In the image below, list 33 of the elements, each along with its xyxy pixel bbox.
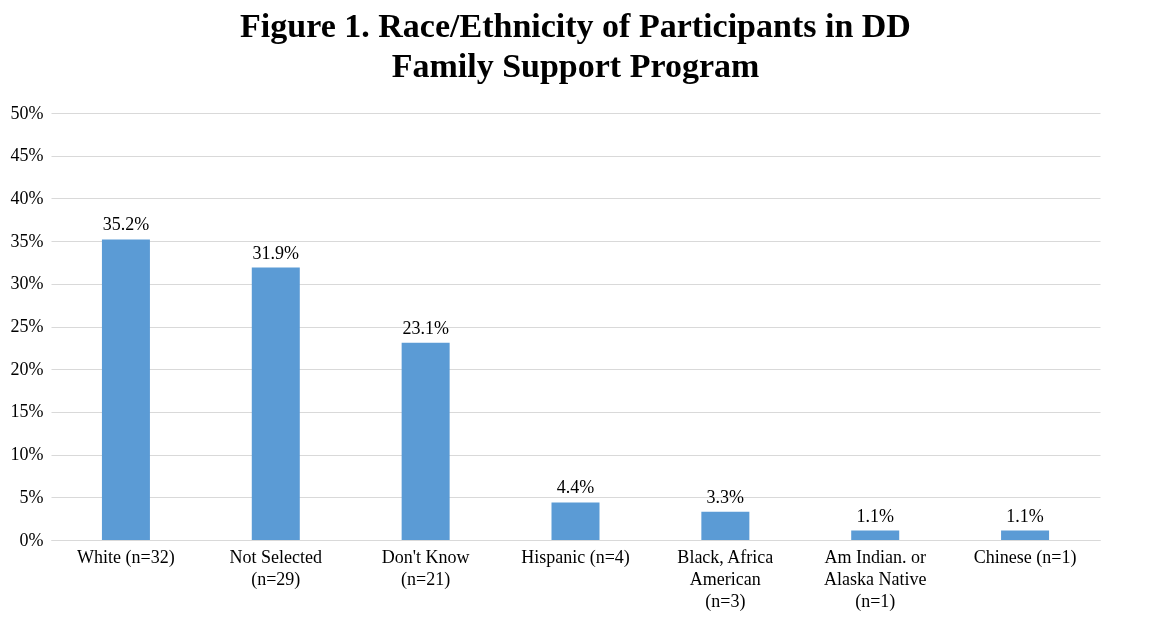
bar bbox=[251, 267, 300, 540]
y-tick-label: 35% bbox=[10, 230, 44, 251]
y-tick-label: 20% bbox=[10, 358, 44, 379]
y-tick-label: 40% bbox=[10, 187, 44, 208]
bar bbox=[701, 511, 750, 540]
y-tick-label: 50% bbox=[10, 102, 44, 123]
x-tick-label: Am Indian. or Alaska Native (n=1) bbox=[823, 546, 927, 612]
data-label: 23.1% bbox=[402, 317, 449, 338]
x-tick-label: Not Selected (n=29) bbox=[229, 546, 323, 590]
data-label: 35.2% bbox=[102, 214, 150, 235]
y-tick-label: 0% bbox=[19, 529, 44, 550]
bar bbox=[1001, 530, 1050, 540]
bar bbox=[851, 530, 900, 540]
y-tick-label: 25% bbox=[10, 316, 44, 336]
y-tick-label: 10% bbox=[10, 444, 44, 465]
x-tick-label: Chinese (n=1) bbox=[973, 546, 1077, 568]
x-tick-label: Don't Know (n=21) bbox=[381, 546, 470, 590]
y-tick-label: 15% bbox=[10, 401, 44, 422]
data-label: 1.1% bbox=[1006, 505, 1044, 526]
bar bbox=[551, 502, 600, 540]
x-tick-label: Black, Africa American (n=3) bbox=[677, 546, 774, 612]
bar bbox=[101, 239, 150, 540]
x-tick-label: White (n=32) bbox=[77, 546, 175, 568]
data-label: 1.1% bbox=[856, 505, 894, 526]
y-tick-label: 45% bbox=[10, 145, 44, 166]
x-tick-label: Hispanic (n=4) bbox=[521, 546, 630, 568]
bar bbox=[401, 342, 450, 540]
data-label: 4.4% bbox=[556, 477, 595, 498]
data-label: 31.9% bbox=[252, 242, 300, 263]
data-label: 3.3% bbox=[706, 486, 745, 507]
y-tick-label: 30% bbox=[10, 273, 44, 294]
chart-title: Figure 1. Race/Ethnicity of Participants in DD Family Support Program bbox=[240, 7, 911, 84]
y-tick-label: 5% bbox=[19, 486, 44, 507]
